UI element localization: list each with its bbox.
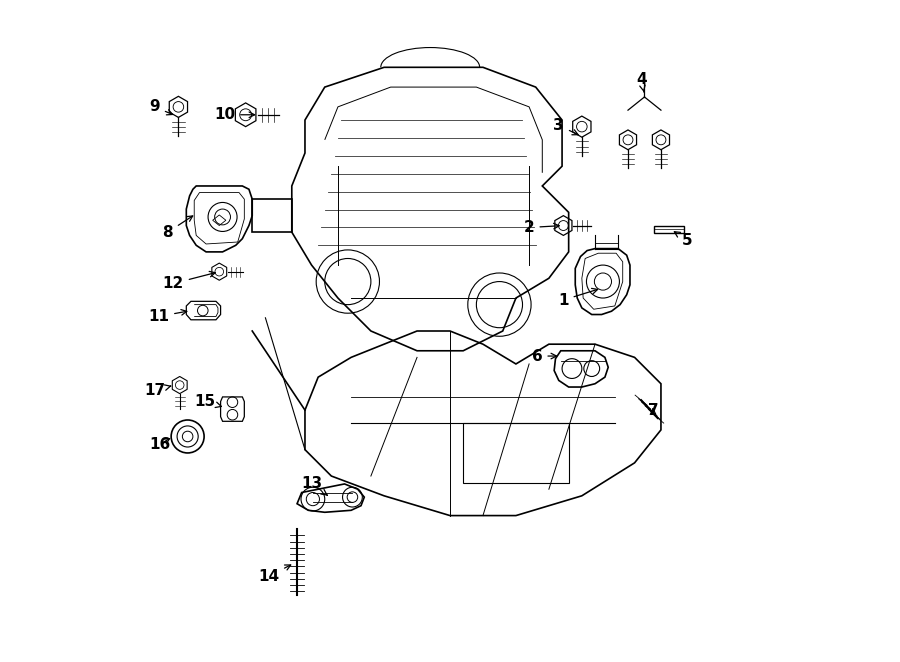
Text: 16: 16 [149,437,171,452]
Text: 10: 10 [214,107,255,122]
Text: 3: 3 [554,118,578,135]
Text: 7: 7 [648,402,659,418]
Text: 12: 12 [163,271,215,291]
Text: 13: 13 [301,477,328,495]
Text: 9: 9 [149,99,173,115]
Text: 5: 5 [674,232,693,248]
Text: 14: 14 [258,565,291,584]
Text: 15: 15 [194,394,221,409]
Text: 17: 17 [144,383,171,398]
Text: 11: 11 [148,309,187,324]
Text: 1: 1 [558,289,598,308]
Text: 2: 2 [524,220,559,235]
Text: 8: 8 [163,216,193,240]
Text: 4: 4 [636,71,646,92]
Text: 6: 6 [532,349,556,363]
